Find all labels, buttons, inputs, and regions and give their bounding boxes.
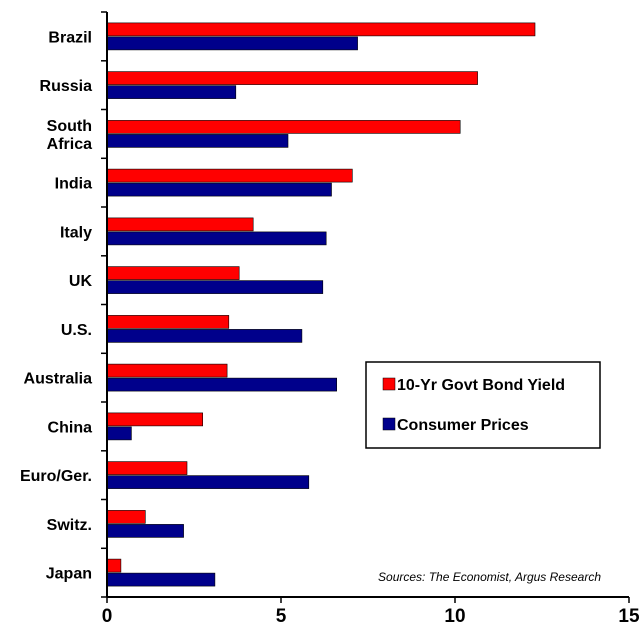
category-label-line: Euro/Ger. [20,468,92,485]
bars-layer [106,22,536,587]
bar-consumer-prices-japan [106,572,216,587]
x-tick-label-5: 5 [276,606,287,627]
category-label-line: Brazil [48,29,92,46]
category-label-brazil: Brazil [48,29,92,46]
category-label-line: China [48,419,93,436]
category-label-india: India [55,176,92,193]
bar-consumer-prices-india [106,182,332,197]
x-axis-ticks: 0 5 10 15 [102,597,640,627]
bar-10-yr-govt-bond-yield-brazil [106,22,536,37]
bar-consumer-prices-russia [106,85,237,99]
category-label-line: Italy [60,224,92,241]
bar-consumer-prices-australia [106,377,337,392]
legend-label-consumer-prices: Consumer Prices [397,417,529,434]
bar-10-yr-govt-bond-yield-italy [106,217,254,232]
bar-10-yr-govt-bond-yield-india [106,168,353,183]
bar-consumer-prices-brazil [106,36,358,51]
bar-consumer-prices-italy [106,231,327,246]
category-label-japan: Japan [46,566,92,583]
bar-consumer-prices-u-s [106,329,303,343]
bar-10-yr-govt-bond-yield-south-africa [106,120,461,134]
category-label-china: China [48,419,93,436]
legend: 10-Yr Govt Bond Yield Consumer Prices [365,361,601,449]
x-tick-label-10: 10 [444,606,465,627]
category-label-russia: Russia [40,78,93,95]
category-label-line: UK [69,273,93,290]
category-label-euro-ger: Euro/Ger. [20,468,92,485]
category-label-south-africa: South Africa [47,118,92,153]
legend-label-bond-yield: 10-Yr Govt Bond Yield [397,377,565,394]
category-label-line: Russia [40,78,93,95]
category-label-switz: Switz. [47,517,92,534]
legend-swatch-bond-yield [382,377,396,391]
bar-10-yr-govt-bond-yield-japan [106,558,122,573]
bar-10-yr-govt-bond-yield-switz [106,510,146,524]
source-annotation: Sources: The Economist, Argus Research [378,570,601,584]
category-labels: Brazil Russia South Africa India Italy UK U.S. A… [20,29,92,582]
category-label-line: Africa [47,136,92,153]
category-label-line: India [55,176,92,193]
legend-box [365,361,601,449]
category-label-line: Japan [46,566,92,583]
category-label-australia: Australia [24,371,93,388]
bar-10-yr-govt-bond-yield-u-s [106,315,230,329]
legend-swatch-consumer-prices [382,417,396,431]
bar-10-yr-govt-bond-yield-australia [106,363,228,378]
bar-consumer-prices-euro-ger [106,475,310,489]
x-tick-label-0: 0 [102,606,113,627]
category-label-line: Switz. [47,517,92,534]
category-label-u-s: U.S. [61,322,92,339]
bar-consumer-prices-china [106,426,132,441]
y-axis-ticks [101,11,107,598]
category-label-line: U.S. [61,322,92,339]
bar-consumer-prices-south-africa [106,134,289,148]
bar-10-yr-govt-bond-yield-uk [106,266,240,280]
category-label-line: South [47,118,92,135]
bar-consumer-prices-switz [106,524,184,538]
category-label-italy: Italy [60,224,92,241]
bar-consumer-prices-uk [106,280,324,294]
bar-10-yr-govt-bond-yield-euro-ger [106,461,188,475]
bar-10-yr-govt-bond-yield-russia [106,71,478,85]
x-tick-label-15: 15 [618,606,640,627]
category-label-uk: UK [69,273,93,290]
bar-10-yr-govt-bond-yield-china [106,412,203,427]
category-label-line: Australia [24,371,93,388]
